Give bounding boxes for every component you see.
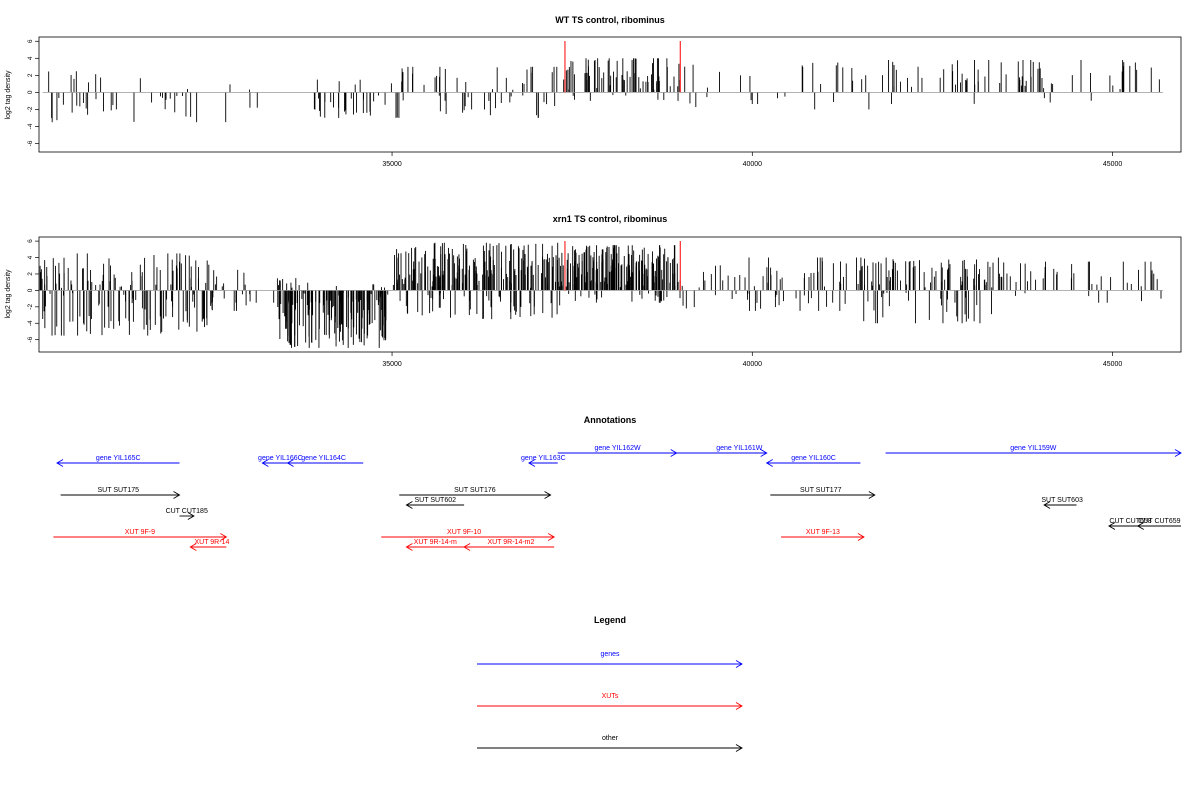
arrowhead bbox=[261, 459, 269, 467]
panel-title: WT TS control, ribominus bbox=[555, 15, 665, 25]
y-tick-label: -2 bbox=[27, 106, 34, 112]
x-tick-label: 35000 bbox=[382, 361, 402, 368]
xrn1-density-panel: xrn1 TS control, ribominus log2 tag dens… bbox=[5, 214, 1182, 368]
feature-label: XUT 9R-14 bbox=[194, 539, 229, 546]
y-tick-label: -4 bbox=[27, 123, 34, 129]
y-tick-label: 0 bbox=[27, 90, 34, 94]
arrowhead bbox=[868, 491, 876, 499]
arrowhead bbox=[1174, 449, 1182, 457]
y-tick-label: 4 bbox=[27, 56, 34, 60]
arrowhead bbox=[735, 660, 743, 668]
arrowhead bbox=[547, 533, 556, 541]
y-tick-label: 2 bbox=[27, 73, 34, 77]
feature-label: XUT 9F-9 bbox=[125, 529, 155, 536]
arrowhead bbox=[173, 491, 181, 499]
arrowhead bbox=[735, 702, 743, 710]
x-tick-label: 40000 bbox=[743, 161, 763, 168]
feature-label: XUT 9F-10 bbox=[447, 529, 481, 536]
y-tick-label: 6 bbox=[27, 39, 34, 43]
feature-label: XUT 9R-14-m2 bbox=[487, 539, 534, 546]
y-tick-label: -6 bbox=[27, 140, 34, 146]
y-axis-label: log2 tag density bbox=[5, 70, 12, 120]
arrowhead bbox=[1043, 501, 1051, 509]
arrowhead bbox=[528, 459, 536, 467]
feature-label: CUT CUT659 bbox=[1138, 518, 1180, 525]
wt-density-panel: WT TS control, ribominus log2 tag densit… bbox=[5, 15, 1182, 168]
feature-label: XUT 9R-14-m bbox=[414, 539, 457, 546]
x-tick-label: 45000 bbox=[1103, 361, 1123, 368]
y-tick-label: 6 bbox=[27, 239, 34, 243]
feature-label: gene YIL162W bbox=[594, 445, 641, 452]
feature-label: gene YIL164C bbox=[301, 455, 346, 462]
legend-label: other bbox=[602, 735, 619, 742]
legend-title: Legend bbox=[594, 615, 626, 625]
legend: Legend genes XUTs other bbox=[477, 615, 743, 752]
x-tick-label: 35000 bbox=[382, 161, 402, 168]
arrowhead bbox=[857, 533, 865, 541]
feature-label: gene YIL166C bbox=[258, 455, 303, 462]
y-axis-label: log2 tag density bbox=[5, 269, 12, 319]
feature-label: CUT CUT185 bbox=[166, 508, 208, 515]
arrowhead bbox=[544, 491, 552, 499]
feature-label: SUT SUT603 bbox=[1041, 497, 1083, 504]
feature-label: SUT SUT175 bbox=[98, 487, 140, 494]
arrowhead bbox=[405, 501, 413, 509]
arrowhead bbox=[189, 543, 197, 551]
y-tick-label: -4 bbox=[27, 320, 34, 326]
feature-label: SUT SUT602 bbox=[415, 497, 457, 504]
feature-label: XUT 9F-13 bbox=[806, 529, 840, 536]
y-tick-label: 0 bbox=[27, 288, 34, 292]
arrowhead bbox=[405, 543, 413, 551]
arrowhead bbox=[735, 744, 743, 752]
y-tick-label: -6 bbox=[27, 336, 34, 342]
arrowhead bbox=[1136, 522, 1144, 530]
arrowhead bbox=[463, 543, 471, 551]
annotations-title: Annotations bbox=[584, 415, 637, 425]
arrowhead bbox=[1108, 522, 1116, 530]
feature-label: SUT SUT176 bbox=[454, 487, 496, 494]
arrowhead bbox=[765, 459, 773, 467]
plot-frame bbox=[38, 36, 1182, 153]
feature-label: gene YIL160C bbox=[791, 455, 836, 462]
feature-label: gene YIL165C bbox=[96, 455, 141, 462]
plot-frame bbox=[38, 236, 1182, 353]
legend-label: XUTs bbox=[602, 693, 619, 700]
x-tick-label: 40000 bbox=[743, 361, 763, 368]
feature-label: gene YIL163C bbox=[521, 455, 566, 462]
y-tick-label: -2 bbox=[27, 304, 34, 310]
y-tick-label: 2 bbox=[27, 272, 34, 276]
legend-label: genes bbox=[600, 651, 620, 658]
feature-label: CUT CUT658 bbox=[1109, 518, 1151, 525]
annotations-track: Annotations gene YIL165C gene YIL166Cgene… bbox=[53, 415, 1182, 551]
x-tick-label: 45000 bbox=[1103, 161, 1123, 168]
arrowhead bbox=[220, 533, 228, 541]
arrowhead bbox=[760, 449, 768, 457]
arrowhead bbox=[187, 512, 195, 520]
y-tick-label: 4 bbox=[27, 255, 34, 259]
panel-title: xrn1 TS control, ribominus bbox=[553, 214, 668, 224]
feature-label: gene YIL161W bbox=[716, 445, 763, 452]
arrowhead bbox=[286, 459, 294, 467]
feature-label: SUT SUT177 bbox=[800, 487, 842, 494]
feature-label: gene YIL159W bbox=[1010, 445, 1057, 452]
arrowhead bbox=[56, 459, 64, 467]
